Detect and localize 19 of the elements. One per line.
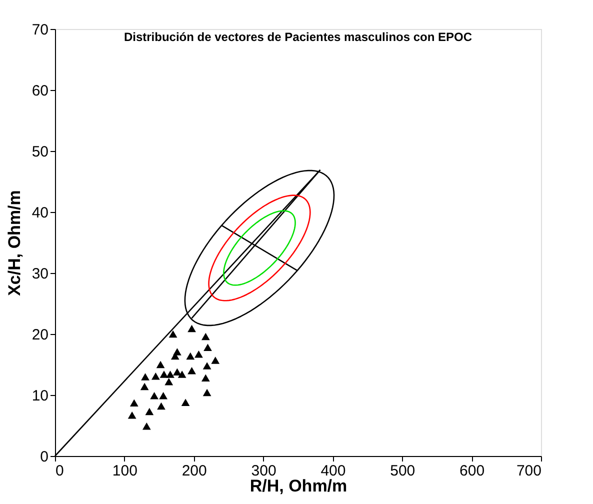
x-tick-label: 500 (390, 462, 416, 480)
y-tick-label: 10 (32, 388, 48, 404)
x-tick-label: 400 (320, 462, 346, 480)
x-axis-title: R/H, Ohm/m (250, 476, 348, 496)
x-tick-label: 600 (460, 462, 485, 480)
y-axis-title: Xc/H, Ohm/m (4, 190, 24, 296)
x-tick-label: 300 (251, 462, 276, 480)
x-tick-label: 0 (56, 462, 64, 480)
y-tick-label: 60 (32, 82, 48, 100)
x-tick-label: 100 (112, 462, 138, 480)
y-tick-label: 20 (32, 326, 48, 344)
y-tick-label: 70 (32, 22, 48, 38)
y-tick-label: 40 (32, 204, 48, 222)
y-tick-label: 50 (32, 144, 48, 160)
x-tick-label: 700 (516, 462, 542, 480)
y-tick-label: 0 (40, 448, 48, 466)
y-tick-label: 30 (32, 266, 48, 282)
x-tick-label: 200 (182, 462, 207, 480)
chart-title: Distribución de vectores de Pacientes masculinos con EPOC (124, 30, 472, 44)
